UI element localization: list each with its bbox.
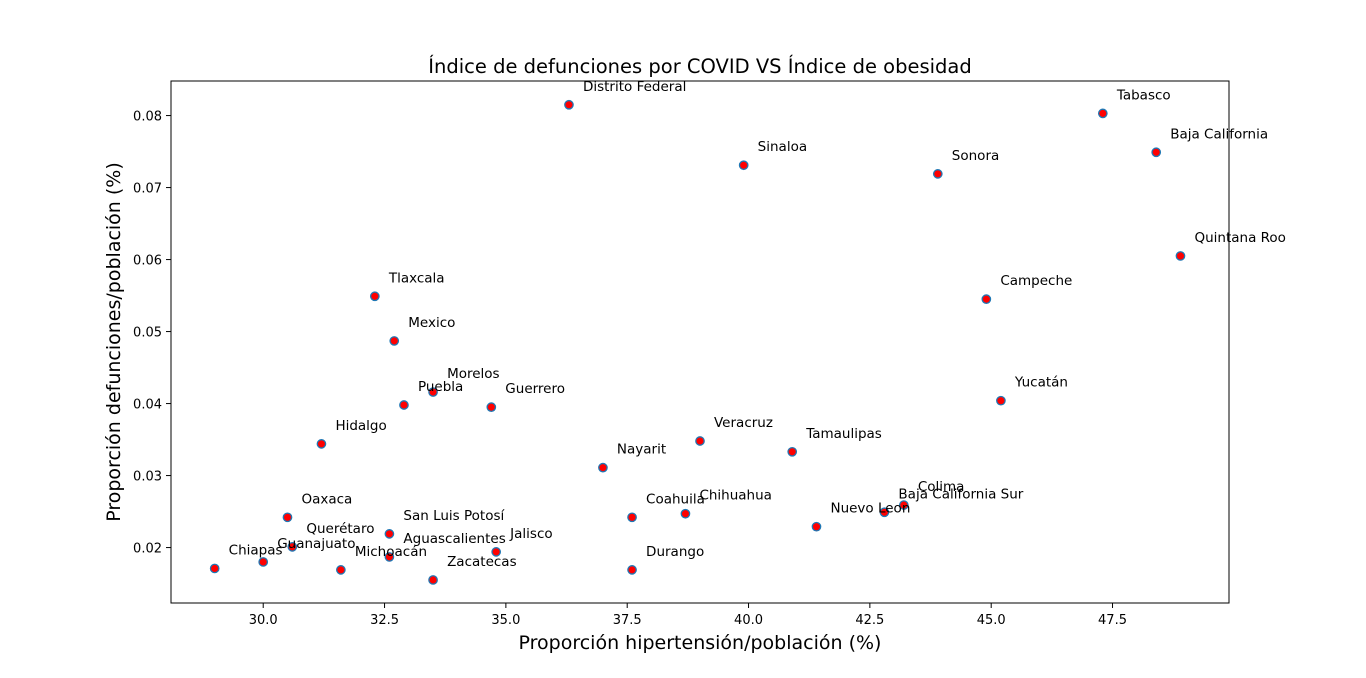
data-point [811, 521, 822, 532]
y-axis-label: Proporción defunciones/población (%) [103, 162, 125, 522]
point-label: Chiapas [229, 542, 283, 558]
point-label: Querétaro [306, 521, 374, 537]
data-point [981, 294, 992, 305]
data-point [695, 436, 705, 446]
data-point [1097, 108, 1108, 119]
y-tick-label: 0.07 [133, 182, 162, 197]
data-point [1175, 251, 1186, 261]
data-points [209, 99, 1186, 585]
point-label: Campeche [1000, 273, 1072, 289]
data-point [428, 575, 438, 585]
point-label: Nayarit [617, 442, 666, 458]
data-point [598, 462, 608, 473]
point-label: Veracruz [714, 415, 773, 431]
x-tick-label: 40.0 [734, 613, 763, 628]
data-point [428, 387, 438, 397]
point-label: Baja California Sur [898, 486, 1023, 502]
data-point [209, 563, 220, 574]
y-axis-ticks: 0.02 0.03 0.04 0.05 0.06 0.07 0.08 [133, 110, 171, 557]
data-point [564, 99, 574, 110]
point-label: Tlaxcala [388, 270, 445, 286]
point-label: Guerrero [505, 381, 565, 397]
data-point [680, 508, 691, 519]
point-labels: Distrito Federal Tabasco Baja California Si… [229, 79, 1286, 570]
x-tick-label: 45.0 [977, 613, 1006, 628]
point-label: Zacatecas [447, 554, 517, 570]
x-tick-label: 35.0 [491, 613, 520, 628]
point-label: Quintana Roo [1194, 230, 1285, 246]
data-point [258, 557, 269, 567]
point-label: Durango [646, 544, 704, 560]
point-label: Sonora [952, 148, 999, 164]
data-point [384, 529, 395, 539]
data-point [369, 291, 380, 302]
plot-area-frame [170, 80, 1230, 604]
data-point [879, 507, 890, 518]
point-label: Oaxaca [301, 491, 352, 507]
y-tick-label: 0.06 [133, 254, 162, 269]
y-tick-label: 0.08 [133, 110, 162, 125]
data-point [932, 169, 943, 179]
point-label: Tabasco [1116, 87, 1171, 103]
data-point [399, 400, 409, 410]
point-label: Michoacán [355, 544, 427, 560]
x-tick-label: 30.0 [249, 613, 278, 628]
point-label: Distrito Federal [583, 79, 686, 95]
point-label: Jalisco [509, 526, 552, 542]
point-label: Puebla [418, 379, 463, 395]
data-point [996, 395, 1006, 406]
point-label: Yucatán [1014, 375, 1068, 391]
point-label: Aguascalientes [403, 531, 505, 547]
y-tick-label: 0.02 [133, 542, 162, 557]
data-point [316, 439, 327, 449]
point-label: Mexico [408, 315, 455, 331]
data-point [738, 160, 749, 171]
point-label: Tamaulipas [805, 426, 882, 442]
point-label: Baja California [1170, 126, 1268, 142]
x-tick-label: 32.5 [370, 613, 399, 628]
data-point [336, 565, 346, 575]
point-label: Sinaloa [758, 139, 807, 155]
data-point [486, 402, 497, 413]
chart-title: Índice de defunciones por COVID VS Índic… [428, 55, 972, 78]
point-label: San Luis Potosí [403, 508, 505, 524]
x-tick-label: 37.5 [613, 613, 642, 628]
data-point [627, 512, 637, 523]
data-point [627, 565, 637, 575]
x-tick-label: 42.5 [855, 613, 884, 628]
data-point [389, 336, 400, 346]
point-label: Coahuila [646, 491, 705, 507]
point-label: Nuevo Leon [830, 501, 910, 517]
x-axis-label: Proporción hipertensión/población (%) [519, 632, 882, 654]
point-label: Chihuahua [699, 488, 772, 504]
data-point [898, 500, 909, 510]
data-point [787, 446, 798, 457]
x-axis-ticks: 30.0 32.5 35.0 37.5 40.0 42.5 45.0 47.5 [249, 603, 1127, 628]
point-label: Hidalgo [335, 418, 386, 434]
x-tick-label: 47.5 [1098, 613, 1127, 628]
point-label: Guanajuato [277, 536, 355, 552]
data-point [282, 512, 293, 523]
y-tick-label: 0.03 [133, 470, 162, 485]
data-point [384, 552, 395, 562]
data-point [491, 547, 502, 557]
y-tick-label: 0.04 [133, 398, 162, 413]
y-tick-label: 0.05 [133, 326, 162, 341]
data-point [287, 541, 298, 552]
data-point [1151, 147, 1162, 158]
point-label: Morelos [447, 366, 500, 382]
point-label: Colima [918, 479, 965, 495]
